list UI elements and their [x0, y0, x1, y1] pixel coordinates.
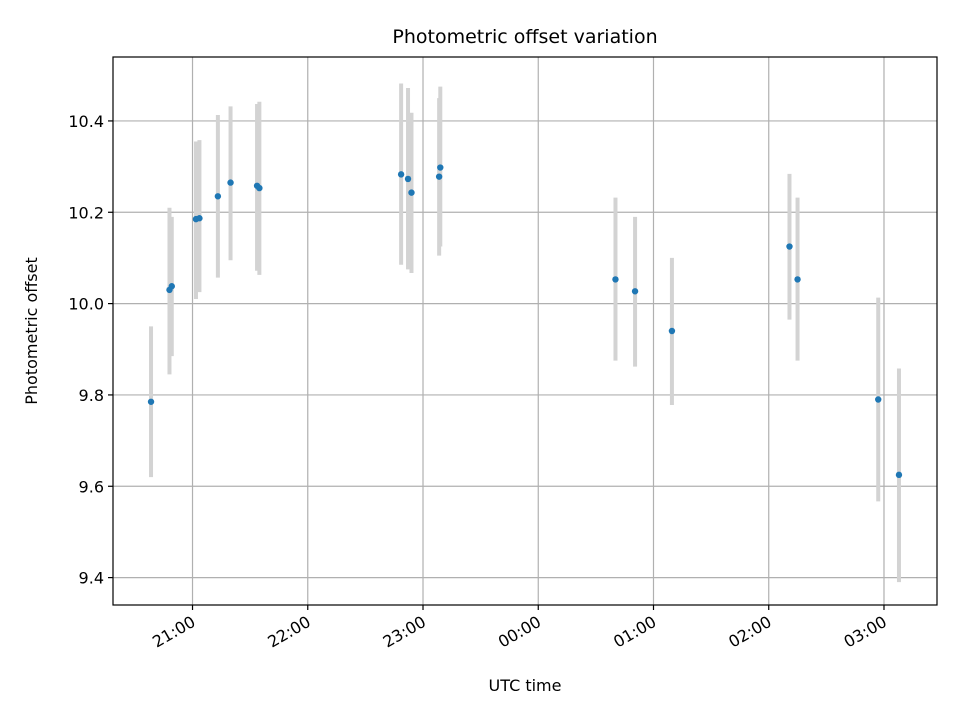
data-point — [668, 327, 676, 335]
grid-layer — [113, 57, 937, 605]
y-tick-label: 10.2 — [68, 203, 104, 222]
y-axis-label: Photometric offset — [22, 257, 41, 405]
data-point — [437, 164, 444, 171]
data-point — [794, 276, 801, 283]
y-tick-label: 10.0 — [68, 295, 104, 314]
data-point — [168, 283, 175, 290]
y-tick-label: 9.6 — [79, 477, 104, 496]
data-point — [404, 175, 412, 183]
data-point — [435, 173, 443, 180]
data-point — [227, 179, 234, 186]
data-point — [612, 276, 619, 283]
data-point — [256, 184, 263, 192]
chart-title: Photometric offset variation — [392, 26, 657, 48]
data-point — [895, 471, 903, 479]
y-tick-label: 9.8 — [79, 386, 104, 405]
data-point — [631, 288, 639, 295]
data-point — [196, 215, 203, 222]
y-tick-label: 10.4 — [68, 112, 104, 131]
point-layer — [147, 164, 903, 479]
data-point — [147, 398, 155, 405]
data-point — [214, 193, 222, 200]
data-point — [786, 243, 793, 250]
data-point — [408, 189, 415, 196]
plot-frame — [112, 56, 938, 606]
data-point — [397, 171, 405, 178]
y-tick-label: 9.4 — [79, 569, 104, 588]
data-point — [875, 396, 882, 403]
x-axis-label: UTC time — [489, 676, 562, 695]
